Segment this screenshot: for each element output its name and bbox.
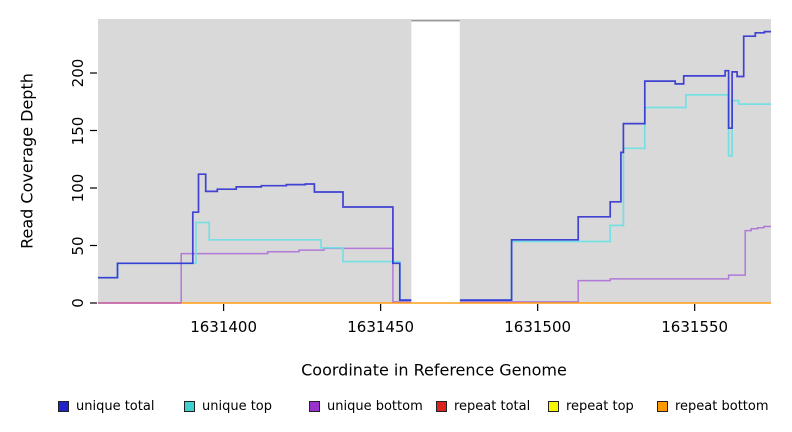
series-line-unique-total — [98, 173, 412, 301]
y-tick-label: 200 — [69, 58, 87, 88]
x-axis-title: Coordinate in Reference Genome — [301, 360, 567, 380]
masked-region — [411, 21, 460, 303]
legend-label-repeat-total: repeat total — [454, 399, 531, 414]
y-tick-label: 0 — [69, 298, 87, 308]
x-tick-label: 1631400 — [190, 318, 258, 336]
legend-swatch-repeat-bottom — [657, 401, 668, 412]
legend-item-repeat-total: repeat total — [436, 399, 530, 414]
series-line-unique-total — [459, 30, 771, 301]
legend-swatch-unique-bottom — [309, 401, 320, 412]
legend-swatch-unique-top — [184, 401, 195, 412]
legend-label-repeat-top: repeat top — [566, 399, 634, 414]
y-axis-title: Read Coverage Depth — [17, 73, 37, 249]
legend-item-unique-total: unique total — [58, 399, 154, 414]
y-tick-label: 50 — [69, 235, 87, 256]
legend-swatch-unique-total — [58, 401, 69, 412]
legend-swatch-repeat-total — [436, 401, 447, 412]
x-tick-label: 1631550 — [661, 318, 729, 336]
legend-item-unique-top: unique top — [184, 399, 272, 414]
legend-swatch-repeat-top — [548, 401, 559, 412]
y-tick-label: 150 — [69, 116, 87, 145]
legend-item-repeat-top: repeat top — [548, 399, 634, 414]
legend-label-repeat-bottom: repeat bottom — [675, 399, 769, 414]
legend-label-unique-total: unique total — [76, 399, 155, 414]
series-line-unique-top — [459, 94, 771, 301]
y-tick-label: 100 — [69, 173, 87, 203]
legend-item-unique-bottom: unique bottom — [309, 399, 423, 414]
legend-label-unique-bottom: unique bottom — [327, 399, 423, 414]
legend-item-repeat-bottom: repeat bottom — [657, 399, 769, 414]
legend-label-unique-top: unique top — [202, 399, 273, 414]
series-line-unique-bottom — [459, 225, 771, 303]
x-tick-label: 1631450 — [347, 318, 415, 336]
x-tick-label: 1631500 — [504, 318, 572, 336]
